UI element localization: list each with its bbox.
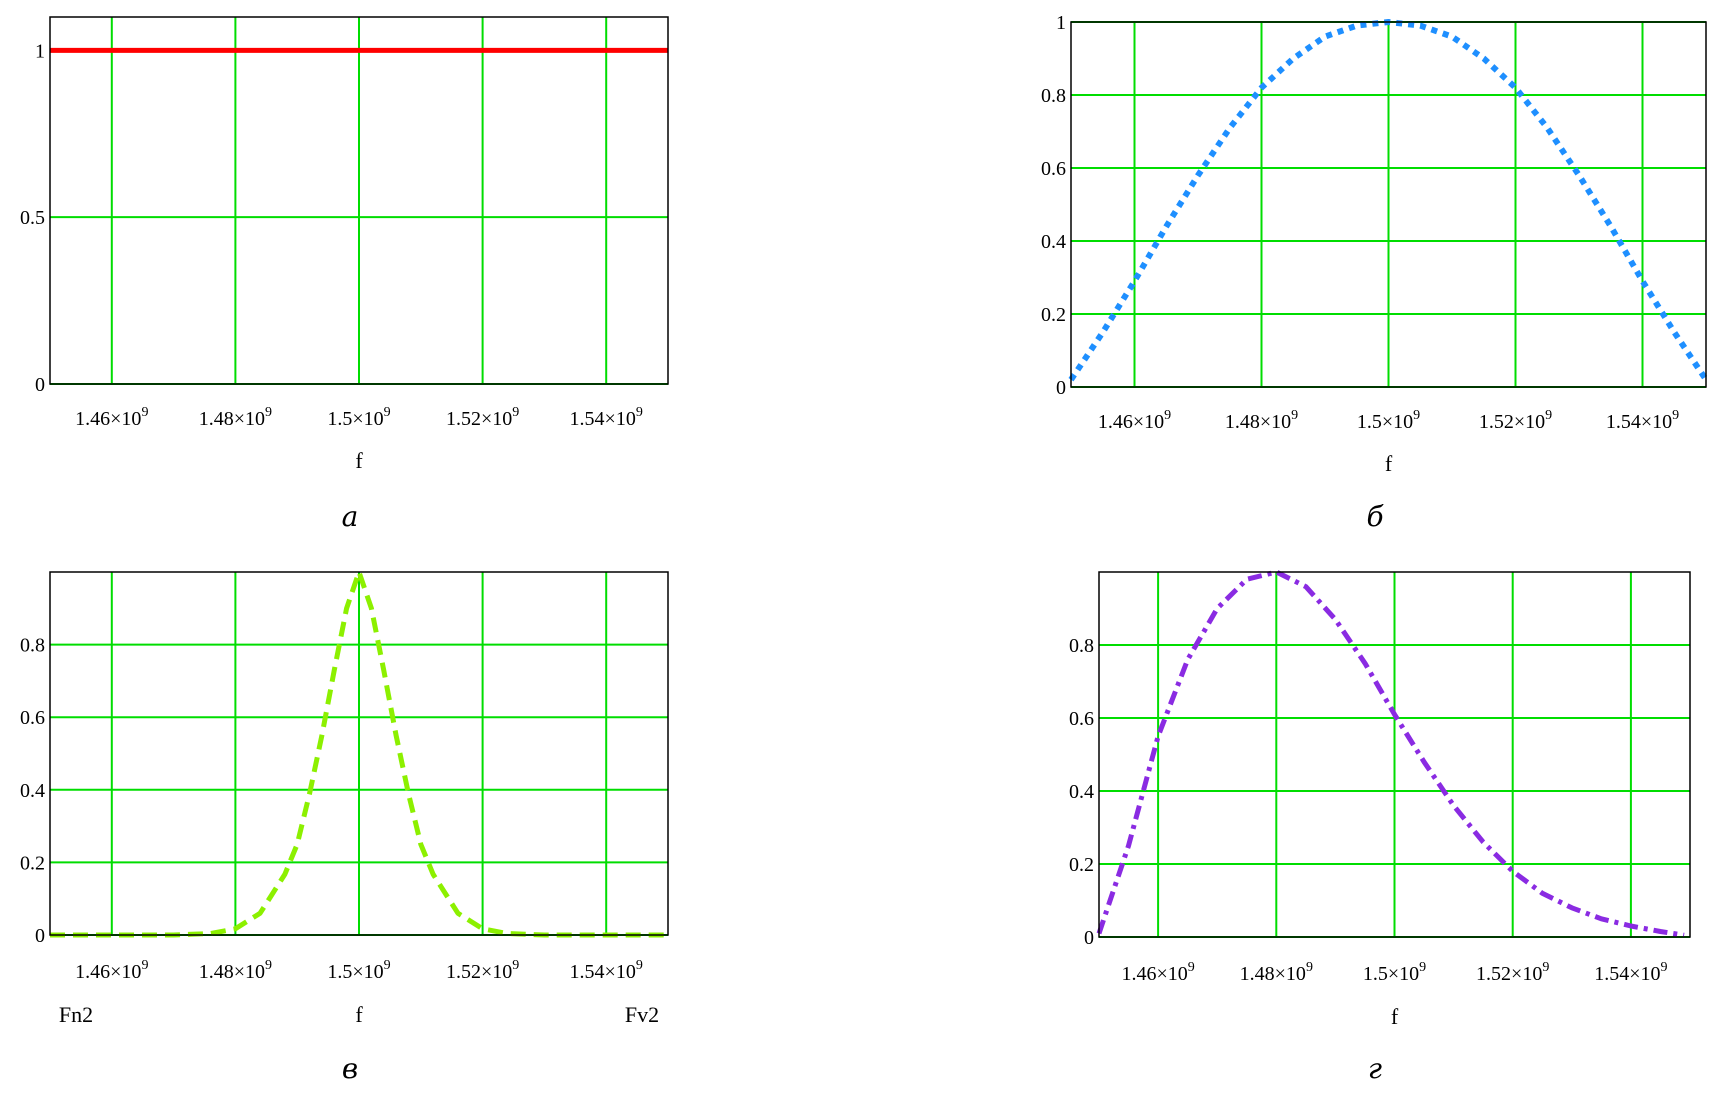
chart-v: 0 0.2 0.4 0.6 0.8 1.46×109 1.48×109 1.5×109 1.52… [20,569,669,1027]
x-axis-label: f [355,448,363,473]
x-tick-label: 1.52×109 [1479,408,1552,433]
x-tick-label: 1.54×109 [570,405,643,430]
y-tick-label: 0.8 [20,635,45,657]
plot-frame [49,16,669,385]
y-tick-label: 0.2 [20,852,45,874]
y-tick-label: 1 [1056,12,1066,34]
x-tick-label: 1.46×109 [1121,960,1194,985]
x-axis-label: f [1385,451,1393,476]
x-axis-left-label: Fn2 [59,1002,93,1027]
x-tick-label: 1.5×109 [1357,408,1420,433]
y-tick-label: 0.6 [1069,708,1094,730]
x-axis-label: f [355,1002,363,1027]
caption-a: а [341,500,359,533]
x-tick-label: 1.46×109 [75,958,148,983]
x-tick-label: 1.48×109 [1225,408,1298,433]
series-line [1096,569,1685,938]
x-tick-label: 1.54×109 [1606,408,1679,433]
x-tick-label: 1.52×109 [446,405,519,430]
y-tick-label: 0.6 [1041,158,1066,180]
y-tick-label: 0 [1056,377,1066,399]
x-tick-label: 1.5×109 [1363,960,1426,985]
plot-frame [1070,21,1707,388]
y-tick-label: 0.4 [1069,781,1094,803]
x-tick-label: 1.46×109 [75,405,148,430]
x-tick-label: 1.5×109 [327,958,390,983]
y-tick-label: 1 [35,40,45,62]
x-tick-label: 1.54×109 [1594,960,1667,985]
x-tick-label: 1.48×109 [199,405,272,430]
plot-frame [49,571,669,936]
y-tick-label: 0.8 [1069,635,1094,657]
y-tick-label: 0.2 [1069,854,1094,876]
y-tick-label: 0.6 [20,707,45,729]
x-tick-label: 1.46×109 [1098,408,1171,433]
caption-v: в [341,1052,359,1085]
y-tick-label: 0.4 [1041,231,1066,253]
x-axis-right-label: Fv2 [625,1002,659,1027]
y-tick-label: 0.2 [1041,304,1066,326]
chart-a: 0 0.5 1 1.46×109 1.48×109 1.5×109 1.52×109 1.54… [20,16,669,473]
x-tick-label: 1.52×109 [446,958,519,983]
chart-g: 0 0.2 0.4 0.6 0.8 1.46×109 1.48×109 1.5×109 1.52… [1069,569,1691,1029]
y-tick-label: 0 [35,925,45,947]
caption-g: г [1367,1052,1383,1085]
x-tick-label: 1.5×109 [327,405,390,430]
x-tick-label: 1.52×109 [1476,960,1549,985]
x-tick-label: 1.54×109 [570,958,643,983]
x-tick-label: 1.48×109 [199,958,272,983]
x-tick-label: 1.48×109 [1240,960,1313,985]
plot-frame [1098,571,1691,938]
caption-b: б [1366,500,1384,533]
chart-b: 0 0.2 0.4 0.6 0.8 1 1.46×109 1.48×109 1.5×109 1.5… [1041,12,1709,476]
y-tick-label: 0 [1084,927,1094,949]
y-tick-label: 0.4 [20,780,45,802]
x-axis-label: f [1391,1004,1399,1029]
y-tick-label: 0.5 [20,207,45,229]
y-tick-label: 0 [35,374,45,396]
y-tick-label: 0.8 [1041,85,1066,107]
